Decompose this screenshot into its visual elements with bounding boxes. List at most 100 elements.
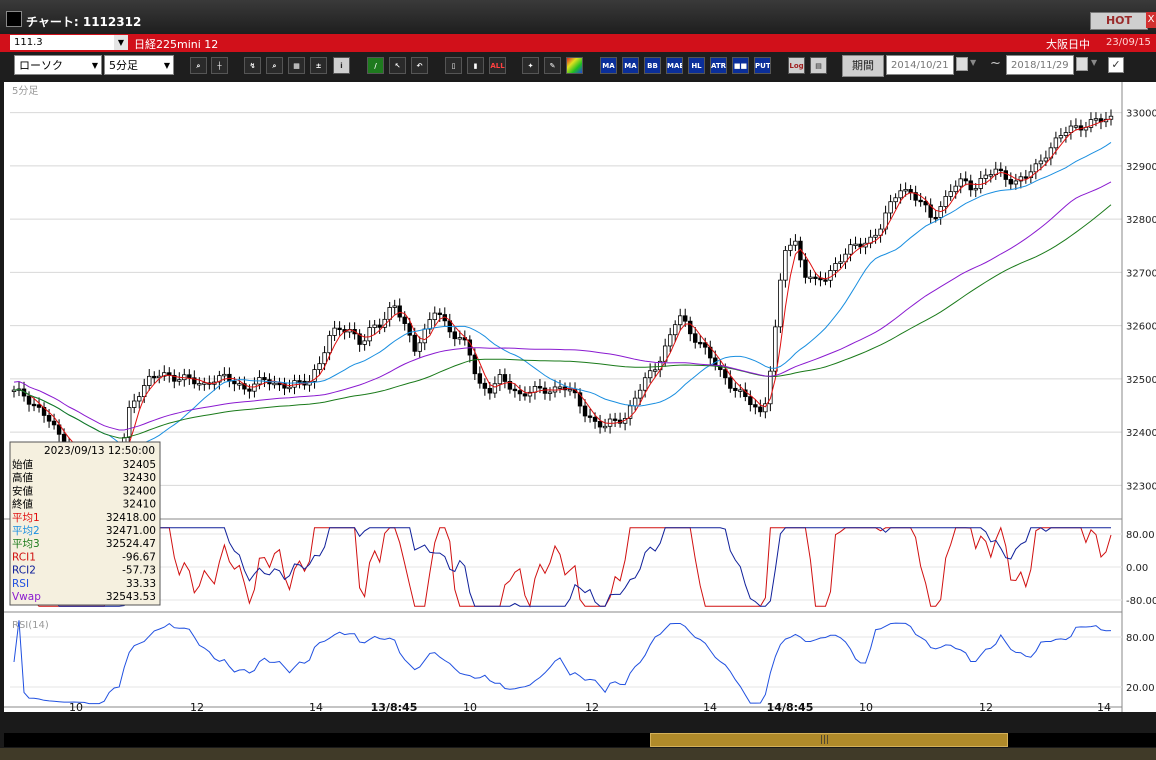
info-label: 高値 (12, 471, 33, 484)
candle-icon-2[interactable]: ▮ (467, 57, 484, 74)
zoom-icon[interactable]: ⌕ (190, 57, 207, 74)
settings-icon[interactable]: ✦ (522, 57, 539, 74)
candle-down (928, 204, 933, 218)
candle-down (688, 320, 693, 335)
rsi-line (13, 620, 1112, 705)
osc-axis-label: -80.00 (1126, 596, 1156, 607)
candle-up (898, 190, 903, 199)
candle-up (888, 201, 893, 214)
symbol-bar (0, 34, 1156, 52)
candle-up (362, 340, 367, 345)
candle-down (597, 421, 603, 428)
grip-icon[interactable]: ||| (820, 735, 830, 745)
interval-value: 5分足 (109, 59, 138, 72)
cursor-icon[interactable]: ↖ (389, 57, 406, 74)
bb-icon[interactable]: BB (644, 57, 661, 74)
info-value: -96.67 (122, 551, 156, 563)
wrench-icon[interactable]: ✎ (544, 57, 561, 74)
date-to-field[interactable]: 2018/11/29 (1006, 55, 1074, 75)
candle-down (753, 404, 758, 408)
candle-up (387, 307, 392, 320)
window-title: チャート: 1112312 (26, 15, 142, 29)
pen-icon[interactable]: / (367, 57, 384, 74)
chart-svg[interactable]: 5分足 RSI(14) 33000 32900 32800 32700 32600 325… (4, 82, 1156, 714)
time-axis-label: 12 (979, 701, 993, 712)
candle-up (627, 405, 633, 419)
info-icon[interactable]: i (333, 57, 350, 74)
atr-icon[interactable]: ATR (710, 57, 727, 74)
symbol-dropdown-icon[interactable]: ▼ (114, 35, 128, 50)
candle-down (803, 259, 808, 278)
chevron-down-icon[interactable]: ▼ (970, 58, 977, 67)
symbol-code-input[interactable]: 111.3 (10, 35, 114, 50)
info-value: -57.73 (122, 565, 156, 577)
log-icon[interactable]: Log (788, 57, 805, 74)
candle-up (1053, 137, 1059, 149)
date-from-field[interactable]: 2014/10/21 (886, 55, 954, 75)
candle-down (282, 383, 287, 389)
put-icon[interactable]: PUT (754, 57, 771, 74)
candle-down (933, 216, 938, 220)
chart-type-select[interactable]: ローソク ▼ (14, 55, 102, 75)
candle-down (452, 331, 457, 340)
period-button[interactable]: 期間 (842, 55, 884, 77)
calendar-icon[interactable] (1076, 57, 1088, 71)
palette-icon[interactable] (566, 57, 583, 74)
candle-down (918, 199, 923, 203)
candle-down (297, 380, 302, 383)
ma-icon-2[interactable]: MA (622, 57, 639, 74)
export-icon[interactable]: ▤ (810, 57, 827, 74)
rci1-line (13, 526, 1112, 608)
search-icon[interactable]: ⌕ (266, 57, 283, 74)
hl-icon[interactable]: HL (688, 57, 705, 74)
candle-down (517, 390, 523, 395)
candle-up (637, 389, 643, 399)
all-icon[interactable]: ALL (489, 57, 506, 74)
candle-down (31, 403, 37, 407)
ma-icon[interactable]: MA (600, 57, 617, 74)
close-button[interactable]: X (1146, 12, 1156, 28)
line-draw-icon[interactable]: ↯ (244, 57, 261, 74)
candle-down (728, 377, 733, 389)
candle-up (838, 261, 843, 264)
calendar-icon[interactable] (956, 57, 968, 71)
candle-down (242, 383, 247, 390)
candle-down (36, 404, 42, 408)
range-separator: ~ (990, 56, 1001, 71)
candle-up (1073, 125, 1079, 128)
candle-up (808, 276, 813, 279)
candle-up (492, 383, 498, 394)
price-axis: 33000 32900 32800 32700 32600 32500 32400 32300… (1126, 109, 1156, 694)
candle-icon[interactable]: ▯ (445, 57, 462, 74)
candle-down (397, 305, 402, 318)
toggle-icon[interactable]: ± (310, 57, 327, 74)
hot-button[interactable]: HOT (1090, 12, 1148, 30)
candle-down (56, 424, 62, 435)
vwap-line (13, 181, 1112, 431)
info-value: 32524.47 (106, 538, 156, 550)
candle-up (763, 403, 768, 413)
scrollbar-thumb[interactable] (650, 733, 1008, 747)
candle-up (768, 370, 773, 405)
candle-up (948, 191, 953, 197)
candle-down (507, 381, 513, 390)
candle-down (482, 382, 488, 389)
candle-up (222, 373, 227, 377)
candle-down (512, 388, 518, 392)
candle-up (142, 385, 147, 398)
crosshair-icon[interactable]: ┼ (211, 57, 228, 74)
apply-checkbox[interactable]: ✓ (1108, 57, 1124, 73)
undo-icon[interactable]: ↶ (411, 57, 428, 74)
rci-pane (13, 526, 1112, 608)
candle-up (137, 396, 142, 402)
interval-select[interactable]: 5分足 ▼ (104, 55, 174, 75)
ichimoku-icon[interactable]: ■■ (732, 57, 749, 74)
grid-icon[interactable]: ▦ (288, 57, 305, 74)
chevron-down-icon[interactable]: ▼ (1091, 58, 1098, 67)
candle-up (873, 234, 878, 238)
rci2-line (13, 527, 1111, 607)
mae-icon[interactable]: MAE (666, 57, 683, 74)
candle-up (427, 319, 432, 330)
chart-area[interactable]: 5分足 RSI(14) 33000 32900 32800 32700 32600 325… (4, 82, 1156, 714)
candle-up (978, 178, 983, 189)
